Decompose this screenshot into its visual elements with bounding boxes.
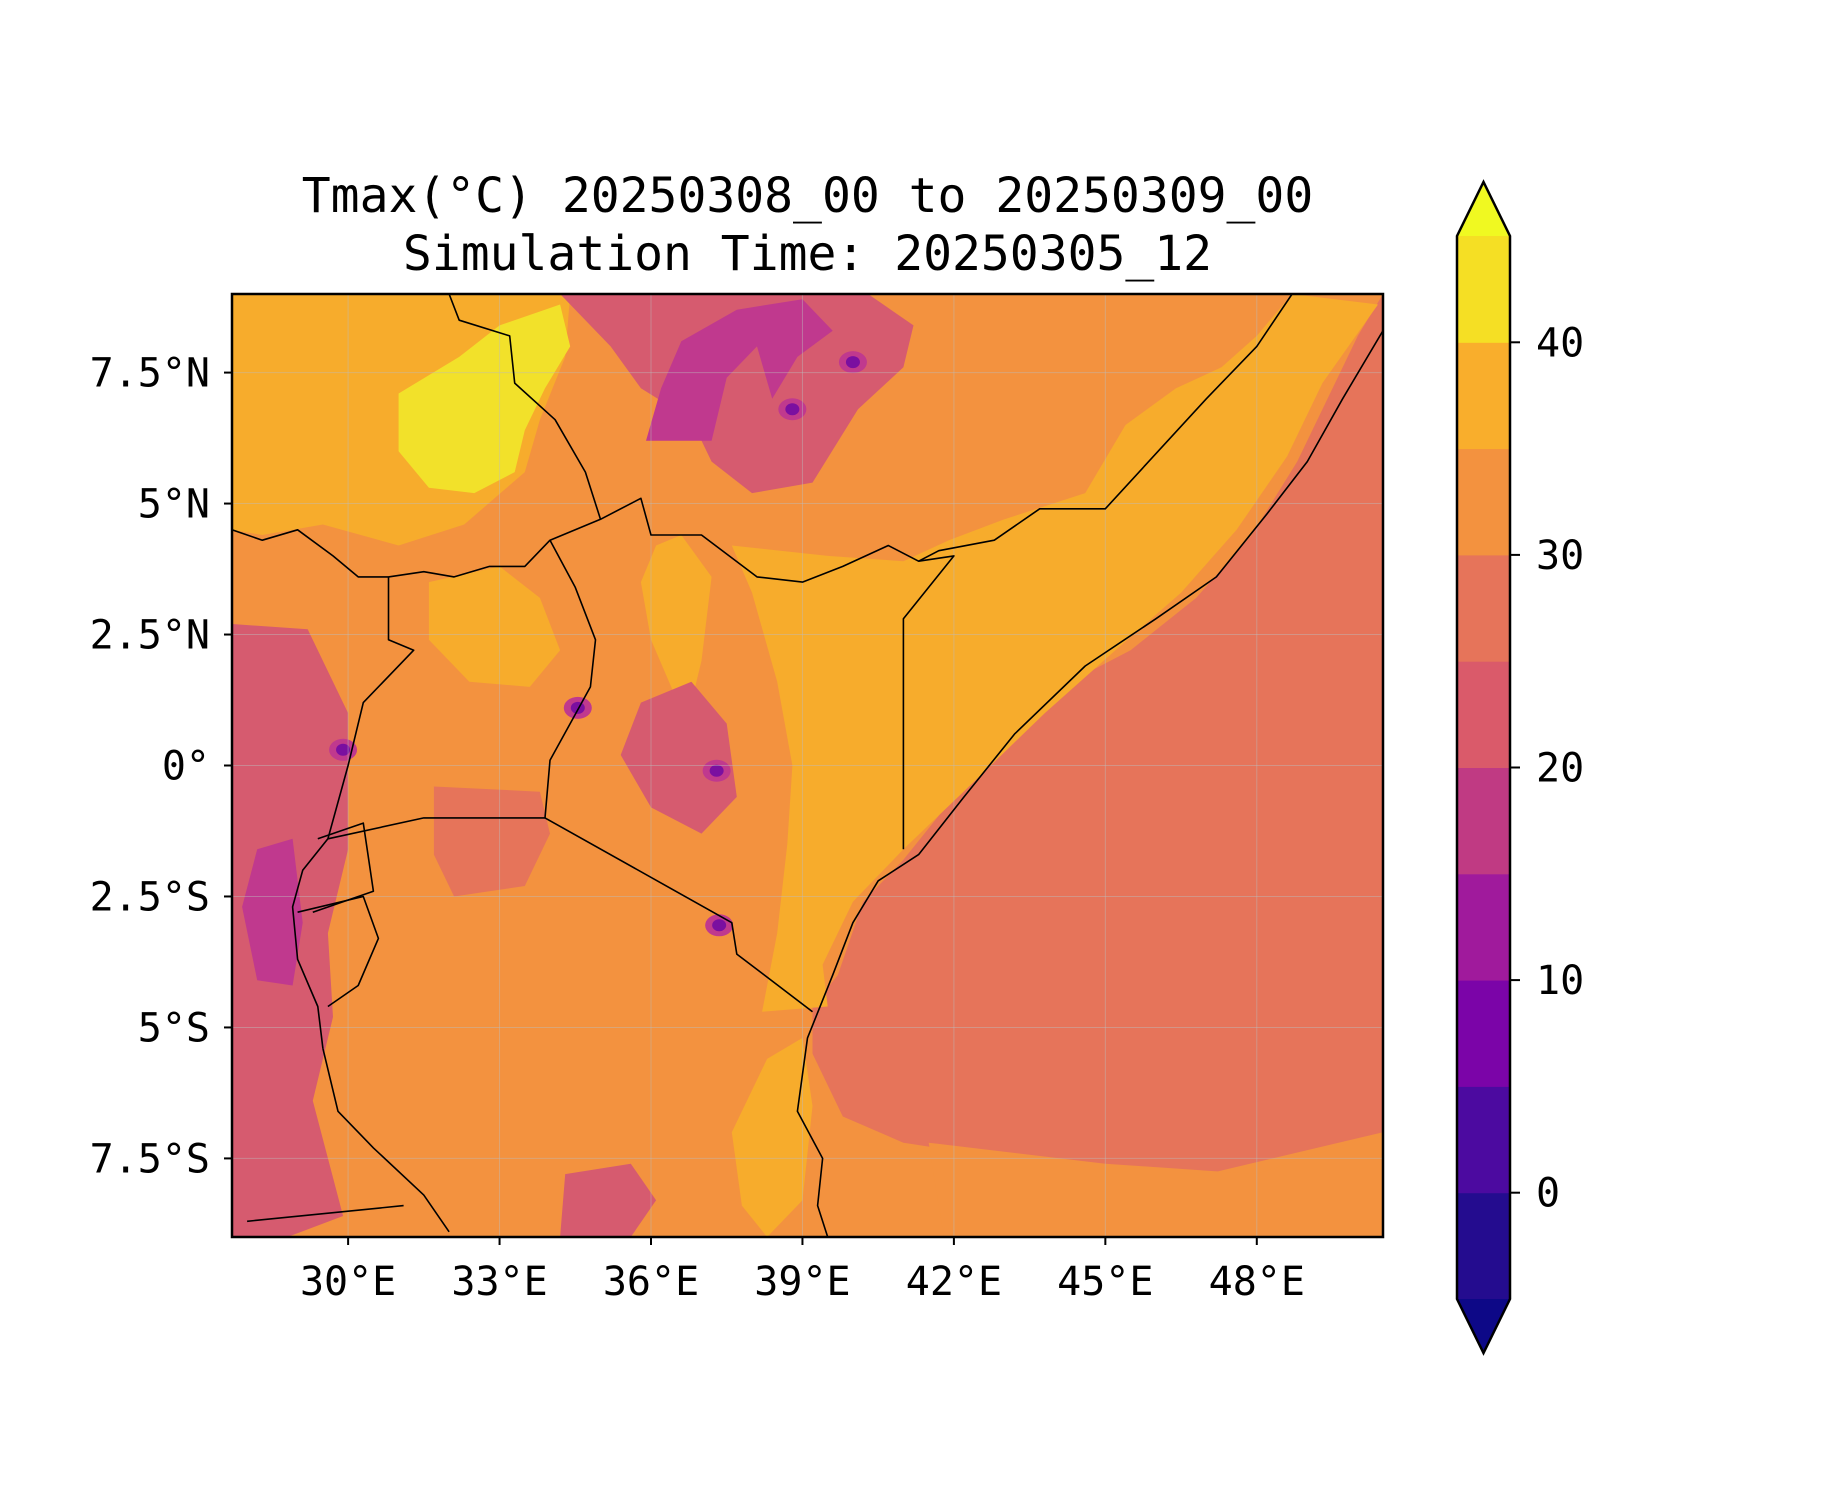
colorbar-band [1457, 661, 1510, 768]
colorbar-band [1457, 980, 1510, 1087]
uganda-north-hot-field [428, 566, 561, 687]
colorbar-band [1457, 448, 1510, 556]
lon-tick-label: 30°E [300, 1259, 396, 1305]
kenya-highlands-field [620, 681, 737, 834]
lat-tick-label: 2.5°N [90, 613, 210, 659]
lon-tick-label: 42°E [906, 1259, 1002, 1305]
border-congo-east [291, 576, 415, 1049]
border-kenya-tanzania [544, 817, 813, 1013]
border-burundi [297, 895, 380, 1008]
lat-tick-label: 7.5°N [90, 351, 210, 397]
colorbar-under-extend [1457, 1299, 1510, 1353]
coastal-tz-hot-field [731, 1037, 813, 1237]
lon-tick-label: 36°E [603, 1259, 699, 1305]
rift-cold-field [242, 838, 303, 986]
hottest-field [398, 304, 571, 494]
lat-tick-label: 0° [162, 744, 210, 790]
southern-highlands-field [560, 1163, 657, 1237]
southern-ocean-band-field [928, 1132, 1383, 1237]
lat-tick-label: 7.5°S [90, 1136, 210, 1182]
lon-tick-label: 39°E [754, 1259, 850, 1305]
arsi-peak [845, 356, 860, 369]
colorbar-tick-label: 40 [1536, 320, 1584, 366]
ethiopian-highlands-cold-field [646, 299, 833, 441]
colorbar-band [1457, 342, 1510, 450]
map-axes: 30°E 33°E 36°E 39°E 42°E 45°E 48°E 7.5°N 5°N 2.5°… [90, 351, 1305, 1305]
border-north [232, 294, 1293, 583]
mt-kenya-peak [709, 764, 724, 777]
hot-lowland-field [731, 294, 1378, 1012]
lat-tick-label: 2.5°S [90, 874, 210, 920]
colorbar: 0 10 20 30 40 [1455, 179, 1584, 1356]
ocean-field [812, 294, 1383, 1175]
border-uganda-kenya [544, 539, 597, 818]
colorbar-band [1457, 1086, 1510, 1194]
bale-peak [785, 403, 800, 416]
colorbar-outline [1455, 179, 1512, 1356]
kilimanjaro-peak [712, 919, 727, 932]
turkana-hot-field [640, 535, 712, 724]
border-south-sudan-ethiopia [448, 294, 602, 520]
colorbar-band [1457, 1192, 1510, 1300]
map-title-line-1: Tmax(°C) 20250308_00 to 20250309_00 [301, 168, 1314, 224]
temperature-map [232, 294, 1383, 1237]
rwenzori-peak [336, 743, 351, 756]
lake-victoria-field [433, 786, 550, 897]
country-borders [232, 294, 1383, 1237]
colorbar-tick-label: 30 [1536, 533, 1584, 579]
lat-tick-label: 5°S [138, 1005, 210, 1051]
border-zambia [247, 1204, 404, 1223]
border-kenya-somalia [902, 555, 955, 850]
lake-tanganyika-shore [322, 1048, 450, 1233]
ethiopian-highlands-field [560, 294, 914, 494]
colorbar-tick-label: 0 [1536, 1171, 1560, 1217]
map-title-line-2: Simulation Time: 20250305_12 [402, 226, 1213, 282]
lon-tick-label: 48°E [1209, 1259, 1305, 1305]
colorbar-band [1457, 767, 1510, 875]
colorbar-tick-label: 10 [1536, 958, 1584, 1004]
coastline [796, 330, 1383, 1237]
lat-tick-label: 5°N [138, 482, 210, 528]
colorbar-tick-label: 20 [1536, 746, 1584, 792]
colorbar-band [1457, 873, 1510, 981]
colorbar-band [1457, 236, 1510, 343]
mt-elgon-peak [570, 701, 585, 714]
colorbar-band [1457, 554, 1510, 662]
colorbar-over-extend [1457, 182, 1510, 236]
lon-tick-label: 45°E [1057, 1259, 1153, 1305]
border-tanzania-north [327, 817, 545, 840]
lon-tick-label: 33°E [451, 1259, 547, 1305]
